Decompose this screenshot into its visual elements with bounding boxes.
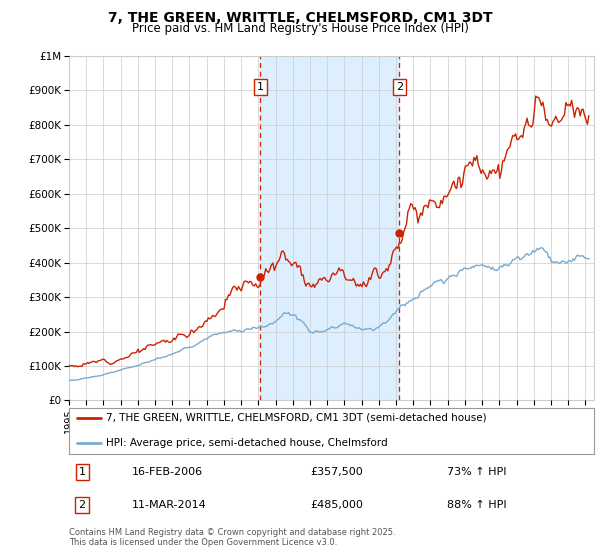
Text: Contains HM Land Registry data © Crown copyright and database right 2025.
This d: Contains HM Land Registry data © Crown c… bbox=[69, 528, 395, 547]
Text: 16-FEB-2006: 16-FEB-2006 bbox=[132, 467, 203, 477]
Text: 2: 2 bbox=[396, 82, 403, 92]
Text: £485,000: £485,000 bbox=[311, 500, 364, 510]
Text: £357,500: £357,500 bbox=[311, 467, 363, 477]
Text: HPI: Average price, semi-detached house, Chelmsford: HPI: Average price, semi-detached house,… bbox=[106, 438, 388, 449]
Text: 1: 1 bbox=[257, 82, 264, 92]
Text: 2: 2 bbox=[79, 500, 86, 510]
Text: 1: 1 bbox=[79, 467, 86, 477]
Text: 88% ↑ HPI: 88% ↑ HPI bbox=[447, 500, 506, 510]
Text: 11-MAR-2014: 11-MAR-2014 bbox=[132, 500, 207, 510]
Text: 73% ↑ HPI: 73% ↑ HPI bbox=[447, 467, 506, 477]
Bar bbox=[260, 56, 400, 400]
Text: 7, THE GREEN, WRITTLE, CHELMSFORD, CM1 3DT: 7, THE GREEN, WRITTLE, CHELMSFORD, CM1 3… bbox=[107, 11, 493, 25]
Text: Price paid vs. HM Land Registry's House Price Index (HPI): Price paid vs. HM Land Registry's House … bbox=[131, 22, 469, 35]
Text: 7, THE GREEN, WRITTLE, CHELMSFORD, CM1 3DT (semi-detached house): 7, THE GREEN, WRITTLE, CHELMSFORD, CM1 3… bbox=[106, 413, 487, 423]
